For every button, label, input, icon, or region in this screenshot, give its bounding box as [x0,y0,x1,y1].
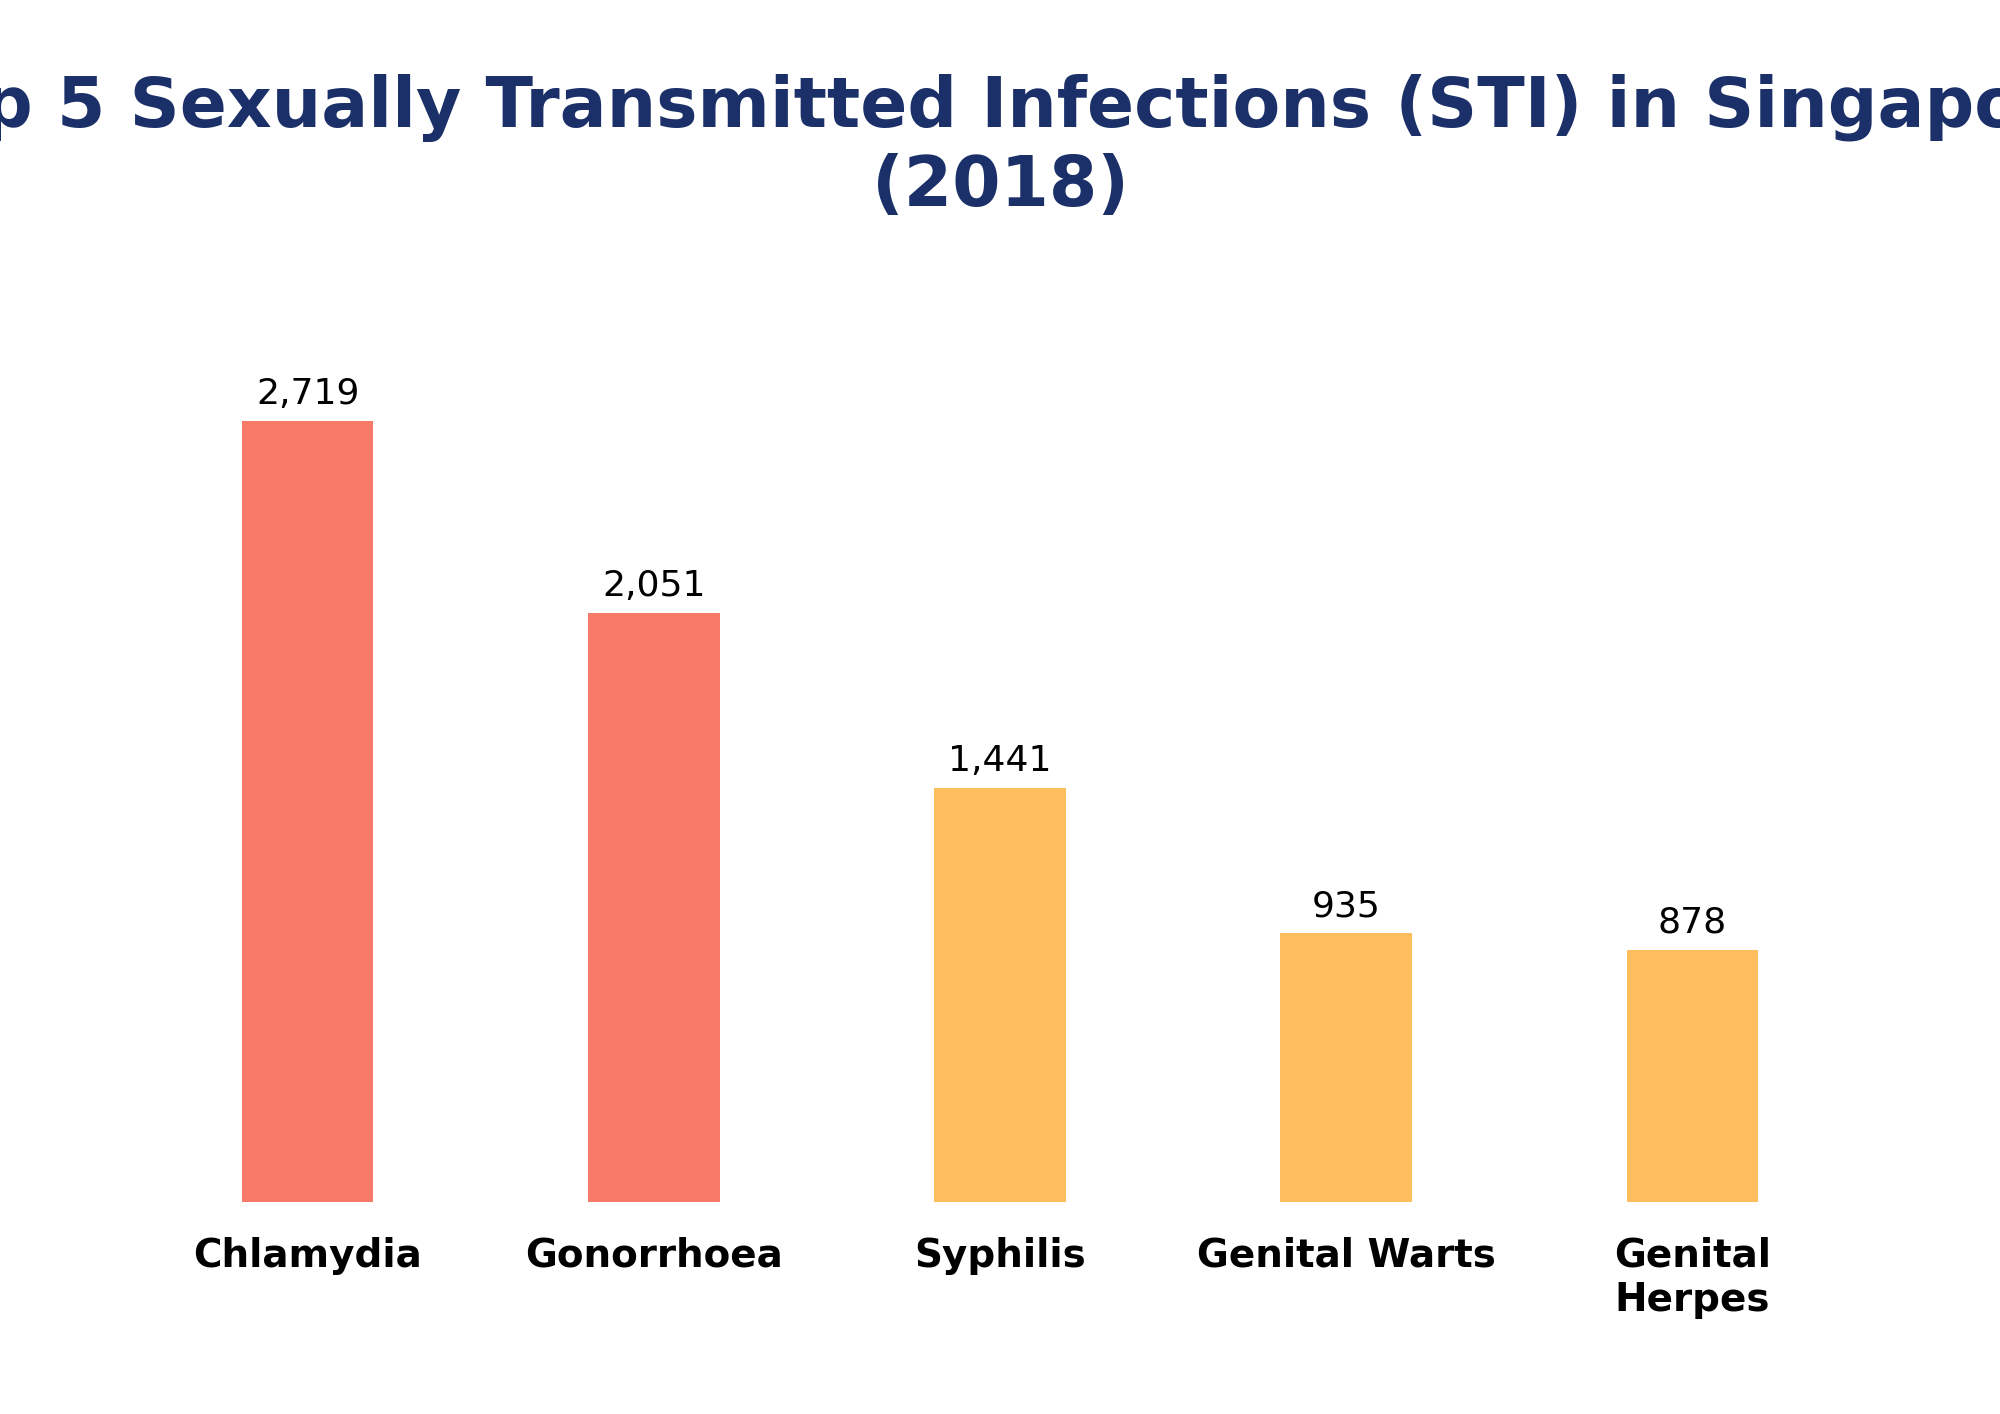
Bar [1280,933,1412,1202]
Bar [588,614,720,1202]
Text: 2,719: 2,719 [256,378,360,411]
Bar [934,788,1066,1202]
Text: 935: 935 [1312,889,1380,923]
Title: Top 5 Sexually Transmitted Infections (STI) in Singapore
(2018): Top 5 Sexually Transmitted Infections (S… [0,75,2000,221]
Bar [1626,950,1758,1202]
Bar [242,421,374,1202]
Text: 878: 878 [1658,906,1726,940]
Text: 1,441: 1,441 [948,744,1052,778]
Text: 2,051: 2,051 [602,568,706,602]
